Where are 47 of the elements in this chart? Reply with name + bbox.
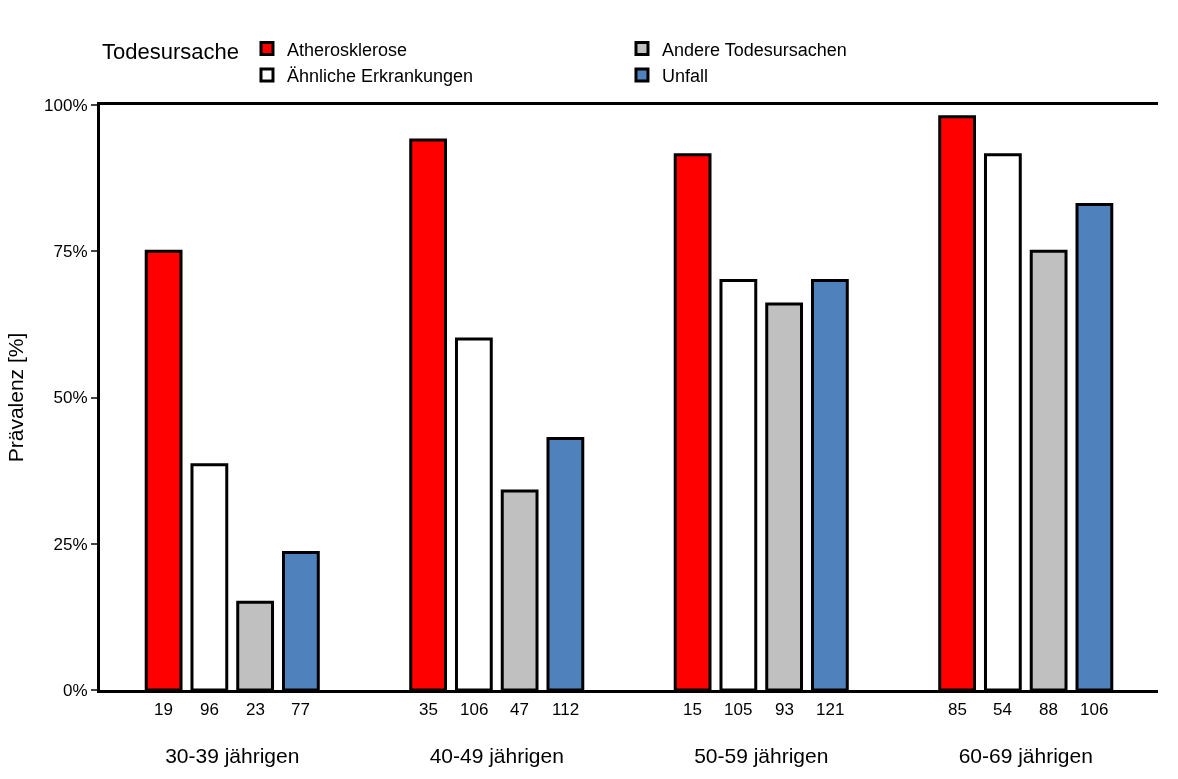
x-tick-label: 50-59 jährigen <box>694 744 829 768</box>
bar <box>719 279 758 690</box>
text: 54 <box>993 700 1012 719</box>
text: 23 <box>246 700 265 719</box>
y-tick-label: 75% <box>53 242 88 262</box>
y-tick-label: 50% <box>53 388 88 408</box>
text: 35 <box>419 700 438 719</box>
legend-label: Ähnliche Erkrankungen <box>286 65 474 86</box>
bar <box>938 115 976 690</box>
text: 121 <box>816 700 845 719</box>
text: 19 <box>154 700 173 719</box>
bar <box>144 249 183 690</box>
bar <box>190 463 229 690</box>
bar <box>673 153 712 690</box>
text: 15 <box>683 700 702 719</box>
text: 112 <box>552 700 580 719</box>
bar <box>282 551 320 690</box>
y-tick-label: 0% <box>63 680 88 700</box>
text: 85 <box>948 700 967 719</box>
text: 106 <box>460 700 489 719</box>
bar <box>454 337 493 690</box>
y-tick-label: 25% <box>53 534 88 554</box>
bar <box>983 153 1022 690</box>
legend-label: Andere Todesursachen <box>661 39 847 60</box>
x-tick-label: 60-69 jährigen <box>958 744 1093 768</box>
y-axis-title: Prävalenz [%] <box>4 332 28 463</box>
bar <box>500 489 539 690</box>
text: 47 <box>510 700 529 719</box>
bar <box>409 138 447 690</box>
bar <box>1029 249 1068 690</box>
legend-label: Atherosklerose <box>286 39 408 60</box>
legend-label: Unfall <box>661 65 709 86</box>
bar <box>765 302 804 690</box>
text: 77 <box>291 700 310 719</box>
bar <box>236 600 275 690</box>
text: 93 <box>775 700 794 719</box>
x-tick-label: 30-39 jährigen <box>165 744 300 768</box>
y-tick-label: 100% <box>44 95 88 115</box>
text: 96 <box>200 700 219 719</box>
bar <box>811 279 849 690</box>
text: 88 <box>1039 700 1058 719</box>
x-tick-label: 40-49 jährigen <box>429 744 564 768</box>
text: 105 <box>724 700 753 719</box>
bar <box>1075 202 1114 690</box>
legend-title: Todesursache <box>102 38 239 64</box>
bar <box>546 436 585 690</box>
text: 106 <box>1080 700 1109 719</box>
